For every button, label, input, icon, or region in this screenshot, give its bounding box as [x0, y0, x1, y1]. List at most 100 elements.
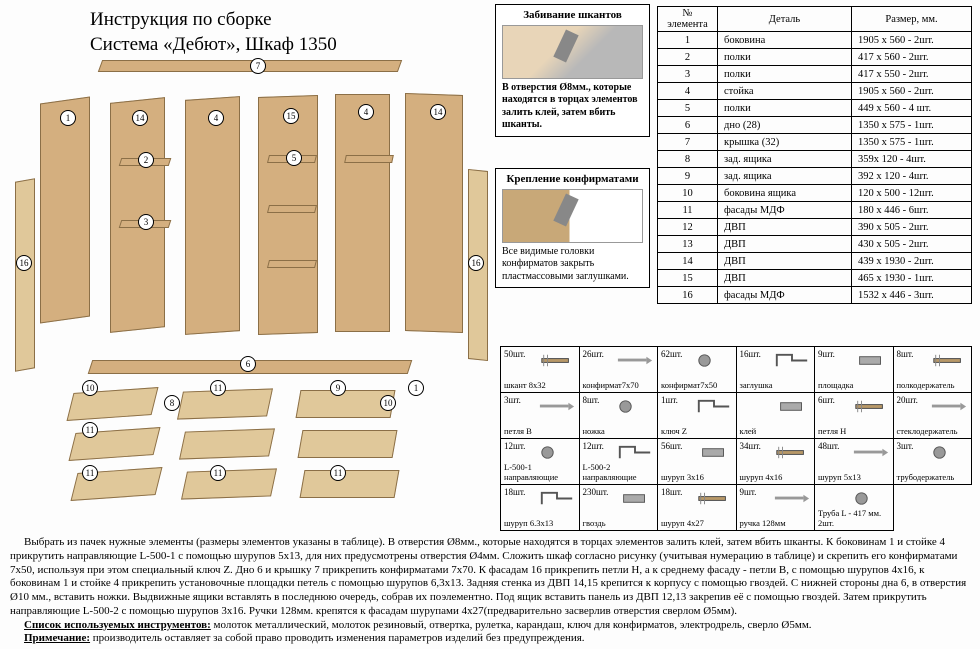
hardware-label: петля В	[504, 427, 532, 436]
hardware-label: шуруп 3х16	[661, 473, 704, 482]
hardware-cell: 18шт.шуруп 6.3х13	[501, 485, 580, 531]
table-row: 1боковина1905 х 560 - 2шт.	[658, 32, 972, 49]
hardware-label: ручка 128мм	[740, 519, 786, 528]
hardware-cell: 56шт.шуруп 3х16	[658, 439, 737, 485]
hardware-cell: 62шт.конфирмат7х50	[658, 347, 737, 393]
parts-table: № элементаДетальРазмер, мм. 1боковина190…	[657, 6, 972, 304]
table-row: 13ДВП430 х 505 - 2шт.	[658, 236, 972, 253]
hardware-label: полкодержатель	[897, 381, 955, 390]
hardware-cell: 6шт.петля Н	[815, 393, 894, 439]
hardware-label: шкант 8х32	[504, 381, 546, 390]
hardware-cell: 3шт.петля В	[501, 393, 580, 439]
hardware-cell: 18шт.шуруп 4х27	[658, 485, 737, 531]
hardware-icon	[695, 489, 733, 507]
hardware-cell: клей	[737, 393, 816, 439]
hardware-label: ключ Z	[661, 427, 687, 436]
box2-text: Все видимые головки конфирматов закрыть …	[502, 246, 643, 284]
hardware-cell: 34шт.шуруп 4х16	[737, 439, 816, 485]
hardware-icon	[773, 443, 811, 461]
table-row: 10боковина ящика120 х 500 - 12шт.	[658, 185, 972, 202]
hardware-label: шуруп 4х16	[740, 473, 783, 482]
table-row: 4стойка1905 х 560 - 2шт.	[658, 83, 972, 100]
hardware-cell: Труба L - 417 мм. 2шт.	[815, 485, 894, 531]
hardware-icon	[695, 443, 733, 461]
table-row: 11фасады МДФ180 х 446 - 6шт.	[658, 202, 972, 219]
hardware-cell: 48шт.шуруп 5х13	[815, 439, 894, 485]
hardware-icon	[930, 397, 968, 415]
hardware-label: шуруп 5х13	[818, 473, 861, 482]
table-row: 3полки417 х 550 - 2шт.	[658, 66, 972, 83]
hardware-icon	[616, 351, 654, 369]
hardware-label: заглушка	[740, 381, 773, 390]
dowel-instruction-box: Забивание шкантов В отверстия Ø8мм., кот…	[495, 4, 650, 137]
hardware-icon	[538, 443, 576, 461]
box1-title: Забивание шкантов	[502, 9, 643, 23]
hardware-icon	[773, 351, 811, 369]
instr-p3: Примечание: производитель оставляет за с…	[10, 632, 970, 646]
table-row: 8зад. ящика359х 120 - 4шт.	[658, 151, 972, 168]
hardware-icon	[695, 397, 733, 415]
hardware-icon	[852, 351, 890, 369]
hardware-cell: 1шт.ключ Z	[658, 393, 737, 439]
hardware-icon	[930, 443, 968, 461]
hardware-cell: 12шт.L-500-2 направляющие	[580, 439, 659, 485]
hardware-icon	[930, 351, 968, 369]
hardware-cell: 26шт.конфирмат7х70	[580, 347, 659, 393]
hardware-cell: 12шт.L-500-1 направляющие	[501, 439, 580, 485]
assembly-diagram: 7 1 14 4 15 4 14 16 16 2 3 5 6 10 11 11 …	[10, 60, 490, 520]
hardware-label: конфирмат7х70	[583, 381, 639, 390]
hardware-icon	[616, 443, 654, 461]
hardware-label: L-500-1 направляющие	[504, 463, 579, 482]
confirmat-illustration	[502, 189, 643, 243]
hardware-icon	[852, 489, 890, 507]
hardware-cell: 8шт.полкодержатель	[894, 347, 973, 393]
instr-p2: Список используемых инструментов: молото…	[10, 619, 970, 633]
table-row: 14ДВП439 х 1930 - 2шт.	[658, 253, 972, 270]
instr-p1: Выбрать из пачек нужные элементы (размер…	[10, 536, 970, 619]
hardware-icon	[616, 489, 654, 507]
hardware-label: трубодержатель	[897, 473, 955, 482]
table-row: 9зад. ящика392 х 120 - 4шт.	[658, 168, 972, 185]
hardware-icon	[773, 397, 811, 415]
confirmat-instruction-box: Крепление конфирматами Все видимые голов…	[495, 168, 650, 288]
hardware-label: стеклодержатель	[897, 427, 958, 436]
hardware-icon	[695, 351, 733, 369]
hardware-label: конфирмат7х50	[661, 381, 717, 390]
hardware-icon	[538, 489, 576, 507]
hardware-label: ножка	[583, 427, 605, 436]
table-row: 16фасады МДФ1532 х 446 - 3шт.	[658, 287, 972, 304]
table-row: 7крышка (32)1350 х 575 - 1шт.	[658, 134, 972, 151]
hardware-icon	[538, 351, 576, 369]
hardware-label: петля Н	[818, 427, 846, 436]
hardware-cell: 50шт.шкант 8х32	[501, 347, 580, 393]
hardware-cell: 16шт.заглушка	[737, 347, 816, 393]
hardware-cell: 20шт.стеклодержатель	[894, 393, 973, 439]
instructions-text: Выбрать из пачек нужные элементы (размер…	[10, 536, 970, 646]
box2-title: Крепление конфирматами	[502, 173, 643, 187]
parts-header: № элемента	[658, 7, 718, 32]
table-row: 15ДВП465 х 1930 - 1шт.	[658, 270, 972, 287]
title-line1: Инструкция по сборке	[90, 9, 272, 30]
hardware-label: гвоздь	[583, 519, 606, 528]
hardware-grid: 50шт.шкант 8х3226шт.конфирмат7х7062шт.ко…	[500, 346, 972, 531]
parts-header: Деталь	[718, 7, 852, 32]
title-line2: Система «Дебют», Шкаф 1350	[90, 34, 337, 55]
hardware-label: клей	[740, 427, 757, 436]
page-title: Инструкция по сборке Система «Дебют», Шк…	[90, 8, 337, 57]
hardware-cell: 9шт.площадка	[815, 347, 894, 393]
box1-text: В отверстия Ø8мм., которые находятся в т…	[502, 82, 643, 132]
hardware-icon	[616, 397, 654, 415]
hardware-icon	[852, 397, 890, 415]
hardware-cell: 9шт.ручка 128мм	[737, 485, 816, 531]
parts-header: Размер, мм.	[852, 7, 972, 32]
hardware-icon	[538, 397, 576, 415]
dowel-illustration	[502, 25, 643, 79]
table-row: 6дно (28)1350 х 575 - 1шт.	[658, 117, 972, 134]
hardware-label: шуруп 4х27	[661, 519, 704, 528]
hardware-icon	[852, 443, 890, 461]
hardware-label: Труба L - 417 мм. 2шт.	[818, 509, 893, 528]
hardware-cell: 230шт.гвоздь	[580, 485, 659, 531]
hardware-label: шуруп 6.3х13	[504, 519, 553, 528]
hardware-cell: 8шт.ножка	[580, 393, 659, 439]
table-row: 2полки417 х 560 - 2шт.	[658, 49, 972, 66]
